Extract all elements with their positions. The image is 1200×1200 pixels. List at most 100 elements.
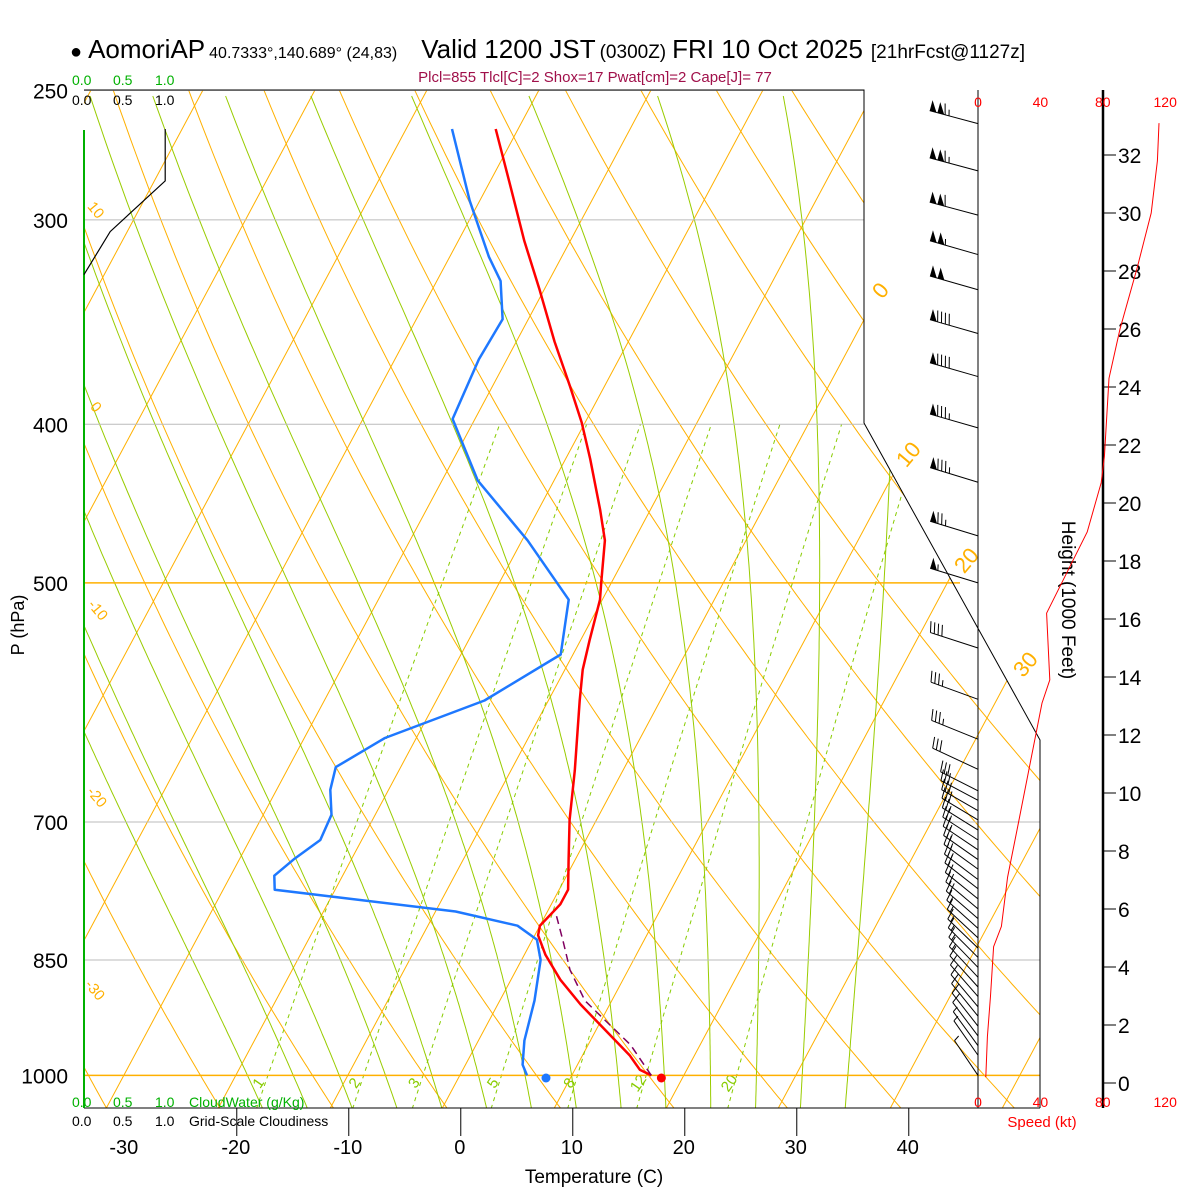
wind-barb-feather [939, 740, 943, 752]
moist-adiabat-line [89, 95, 488, 1108]
wind-barb-feather [951, 983, 960, 994]
wind-barb-feather [941, 778, 946, 790]
wind-barb [929, 147, 979, 172]
pressure-tick-label: 250 [33, 80, 68, 103]
wind-barb [951, 973, 979, 1017]
cloudwater-scale-bottom: 0.5 [113, 1094, 133, 1110]
wind-barb-staff [930, 467, 979, 483]
wind-barb-staff [931, 719, 979, 740]
cloudwater-scale-top: 1.0 [155, 72, 175, 88]
isotherm-line [105, 90, 652, 1108]
wind-barb [947, 908, 979, 949]
valid-time: Valid 1200 JST [421, 34, 596, 64]
wind-barb-staff [929, 157, 979, 172]
wind-barb-pennant [929, 265, 937, 278]
moist-adiabat-line [84, 95, 264, 1108]
wind-barb-feather [940, 760, 944, 772]
wind-barb [930, 557, 979, 584]
wind-barb [930, 670, 979, 700]
pressure-tick-label: 700 [33, 812, 68, 835]
wind-barb-staff [948, 946, 979, 978]
wind-barb-feather [944, 789, 950, 801]
wind-barb [940, 760, 979, 792]
isotherm-label: 10 [891, 437, 926, 472]
wind-barb [929, 191, 979, 216]
wind-barb [952, 1006, 979, 1046]
wind-barb-staff [949, 955, 979, 988]
dry-adiabat-label: 10 [84, 198, 108, 222]
utc-time: (0300Z) [599, 42, 667, 63]
height-tick-label: 18 [1118, 551, 1141, 574]
speed-tick-label-bottom: 0 [974, 1094, 982, 1110]
dry-adiabat-line [84, 90, 335, 1108]
wind-barb-half-feather [941, 680, 944, 687]
moist-adiabat-line [528, 95, 712, 1108]
wind-barb-feather [950, 955, 958, 966]
mixing-ratio-line [636, 424, 843, 1108]
speed-tick-label-top: 120 [1154, 94, 1178, 110]
wind-barb-feather [931, 709, 934, 721]
plot-frame [83, 89, 1041, 1109]
moist-adiabat-line [225, 95, 577, 1108]
station-name: AomoriAP [88, 34, 206, 64]
x-axis-title: Temperature (C) [525, 1167, 663, 1188]
isotherm-line [84, 90, 428, 1108]
height-tick-label: 12 [1118, 725, 1141, 748]
wind-barb-half-feather [954, 1035, 960, 1041]
wind-barb-feather [942, 806, 947, 818]
mixing-ratio-label: 12 [627, 1072, 650, 1095]
wind-barb-feather [934, 710, 938, 722]
mixing-ratio-label: 2 [345, 1075, 364, 1092]
wind-barb-feather [948, 927, 956, 938]
wind-barb-half-feather [948, 805, 952, 813]
height-tick-label: 0 [1118, 1073, 1130, 1096]
wind-barb-pennant [937, 149, 945, 162]
wind-barb-feather [938, 673, 940, 685]
wind-barb-feather [948, 873, 955, 885]
wind-barb [946, 889, 979, 929]
wind-barb-staff [944, 853, 979, 880]
isotherm-line [217, 90, 764, 1108]
wind-barb-feather [949, 945, 957, 957]
wind-barb-pennant [930, 457, 937, 470]
wind-barb [948, 936, 979, 978]
wind-barb-pennant [937, 193, 945, 207]
dry-adiabat-line [866, 90, 1040, 1108]
height-tick-label: 28 [1118, 261, 1141, 284]
wind-barb-feather [941, 787, 946, 799]
wind-barb-staff [929, 319, 979, 334]
cloudiness-scale-bottom: 1.0 [155, 1113, 175, 1129]
wind-barb [930, 510, 979, 537]
wind-barb-staff [948, 936, 979, 968]
wind-barb-feather [941, 624, 943, 637]
dry-adiabat-line [263, 90, 902, 1108]
wind-barb-staff [943, 844, 979, 870]
isotherm-line [777, 90, 1040, 1108]
wind-barb-feather [945, 798, 950, 811]
speed-tick-label-bottom: 80 [1095, 1094, 1111, 1110]
wind-barb-staff [942, 816, 979, 841]
wind-barb-feather [937, 623, 940, 636]
wind-barb [941, 778, 979, 812]
wind-barbs [929, 100, 979, 1076]
height-tick-label: 30 [1118, 203, 1141, 226]
wind-barb-feather [943, 771, 948, 783]
wind-barb-feather [947, 908, 954, 920]
wind-barb-half-feather [950, 916, 955, 922]
cloudwater-scale-top: 0.0 [72, 72, 92, 88]
mixing-ratio-label: 8 [560, 1075, 579, 1092]
dry-adiabat-line [84, 90, 448, 1108]
cloudiness-label: Grid-Scale Cloudiness [189, 1113, 328, 1129]
temperature-tick-label: 40 [897, 1137, 919, 1159]
wind-barb-staff [947, 927, 979, 958]
wind-barb-feather [948, 883, 955, 894]
height-tick-label: 26 [1118, 319, 1141, 342]
surface-temperature-dot [656, 1073, 666, 1083]
wind-barb-half-feather [950, 924, 955, 931]
chart-title: ● AomoriAP 40.7333°,140.689° (24,83) Val… [70, 34, 1025, 65]
wind-barb-half-feather [951, 934, 956, 941]
isotherm-line [889, 90, 1040, 1108]
wind-barb-staff [943, 835, 979, 860]
wind-barb-pennant [929, 309, 937, 322]
speed-tick-label-bottom: 40 [1033, 1094, 1049, 1110]
